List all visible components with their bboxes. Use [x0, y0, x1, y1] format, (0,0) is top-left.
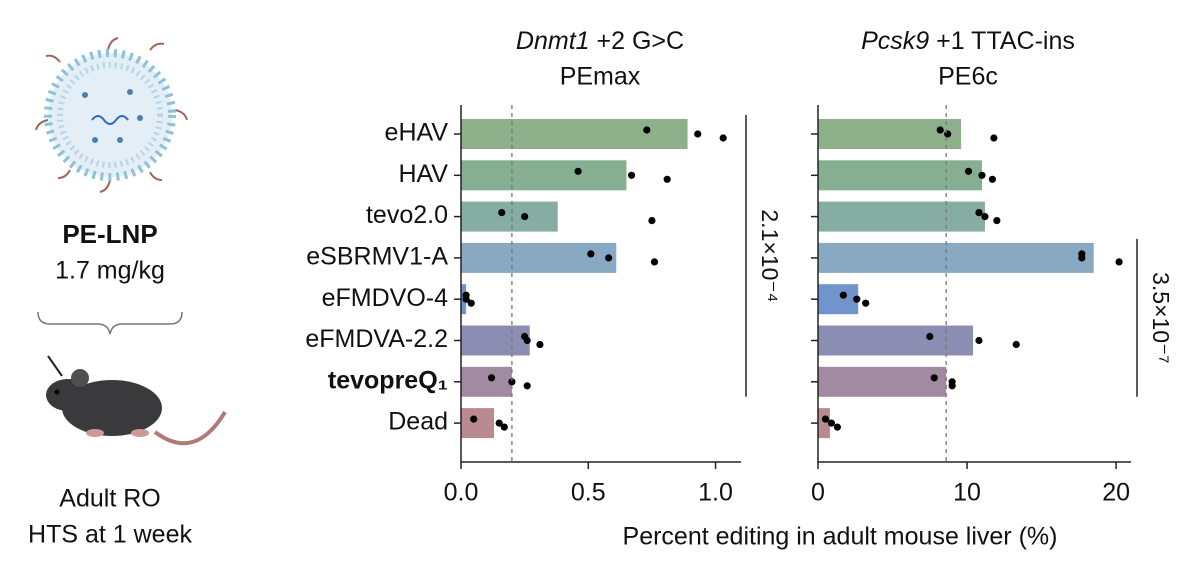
data-point — [827, 419, 836, 427]
x-tick-label: 0.5 — [571, 479, 606, 507]
x-tick-label: 10 — [953, 479, 981, 507]
data-point — [993, 217, 1001, 225]
bar — [818, 201, 985, 232]
category-label: Dead — [388, 408, 448, 436]
data-point — [462, 295, 470, 303]
title-gene: Pcsk9 — [861, 27, 929, 55]
data-point — [495, 419, 503, 427]
data-point — [964, 167, 973, 175]
bar — [461, 242, 617, 273]
bar — [461, 325, 530, 356]
bar — [818, 366, 947, 397]
title-edit: +1 TTAC-ins — [936, 27, 1075, 55]
bar — [461, 201, 558, 232]
chart-title: Pcsk9 +1 TTAC-ins — [861, 27, 1075, 55]
chart-title: Dnmt1 +2 G>C — [516, 27, 684, 55]
lnp-illustration — [35, 37, 227, 446]
data-point — [936, 126, 944, 134]
data-point — [467, 299, 475, 307]
data-point — [975, 336, 983, 345]
data-point — [500, 423, 508, 431]
data-point — [498, 209, 506, 217]
category-label: eSBRMV1-A — [306, 243, 448, 271]
data-point — [948, 382, 956, 390]
bar — [818, 119, 962, 149]
title-gene: Dnmt1 — [516, 27, 590, 55]
data-point — [470, 415, 478, 423]
data-point — [988, 175, 996, 183]
data-point — [930, 374, 938, 382]
data-point — [487, 374, 496, 382]
x-tick-label: 0.0 — [444, 479, 479, 507]
bar — [818, 408, 830, 439]
category-label: HAV — [398, 160, 448, 188]
category-label: eFMDVO-4 — [322, 284, 449, 312]
data-point — [1115, 258, 1123, 266]
data-point — [853, 295, 861, 303]
category-label: eFMDVA-2.2 — [305, 325, 448, 353]
x-tick-label: 1.0 — [698, 479, 733, 507]
category-label: eHAV — [385, 119, 449, 147]
data-point — [944, 130, 952, 138]
bar — [818, 284, 859, 315]
data-point — [536, 340, 544, 349]
data-point — [650, 258, 659, 266]
category-label: tevopreQ₁ — [328, 366, 448, 394]
data-point — [587, 250, 595, 258]
data-point — [1078, 254, 1086, 262]
data-point — [975, 209, 983, 217]
bar — [818, 242, 1094, 273]
data-point — [990, 134, 998, 142]
x-tick-label: 0 — [811, 479, 825, 507]
bar — [461, 119, 688, 149]
mouse — [46, 355, 227, 446]
x-axis-label: Percent editing in adult mouse liver (%) — [623, 523, 1058, 551]
data-point — [523, 382, 531, 390]
data-point — [981, 213, 989, 221]
bar — [461, 366, 512, 397]
data-point — [719, 134, 727, 142]
data-point — [521, 213, 529, 221]
data-point — [643, 126, 651, 134]
data-point — [833, 423, 841, 431]
data-point — [508, 378, 516, 386]
bar — [461, 408, 495, 439]
data-point — [839, 291, 847, 299]
title-edit: +2 G>C — [597, 27, 685, 55]
lnp-label: PE-LNP — [62, 219, 157, 249]
bar — [818, 325, 974, 356]
chart-subtitle: PEmax — [560, 63, 641, 91]
bar — [461, 160, 627, 191]
dose: 1.7 mg/kg — [55, 257, 165, 285]
category-label: tevo2.0 — [366, 201, 448, 229]
data-point — [821, 415, 830, 423]
p-value: 2.1×10⁻⁴ — [757, 209, 783, 302]
data-point — [862, 299, 870, 307]
readout: HTS at 1 week — [28, 521, 192, 549]
data-point — [523, 336, 531, 345]
data-point — [694, 130, 702, 138]
model: Adult RO — [59, 485, 160, 513]
p-value: 3.5×10⁻⁷ — [1148, 272, 1174, 363]
data-point — [1012, 340, 1020, 349]
data-point — [648, 217, 656, 225]
x-tick-label: 20 — [1102, 479, 1130, 507]
chart-subtitle: PE6c — [938, 63, 998, 91]
data-point — [978, 171, 986, 179]
bar — [818, 160, 982, 191]
data-point — [574, 167, 582, 175]
data-point — [605, 254, 613, 262]
data-point — [926, 332, 934, 341]
data-point — [627, 171, 636, 179]
data-point — [663, 175, 671, 183]
